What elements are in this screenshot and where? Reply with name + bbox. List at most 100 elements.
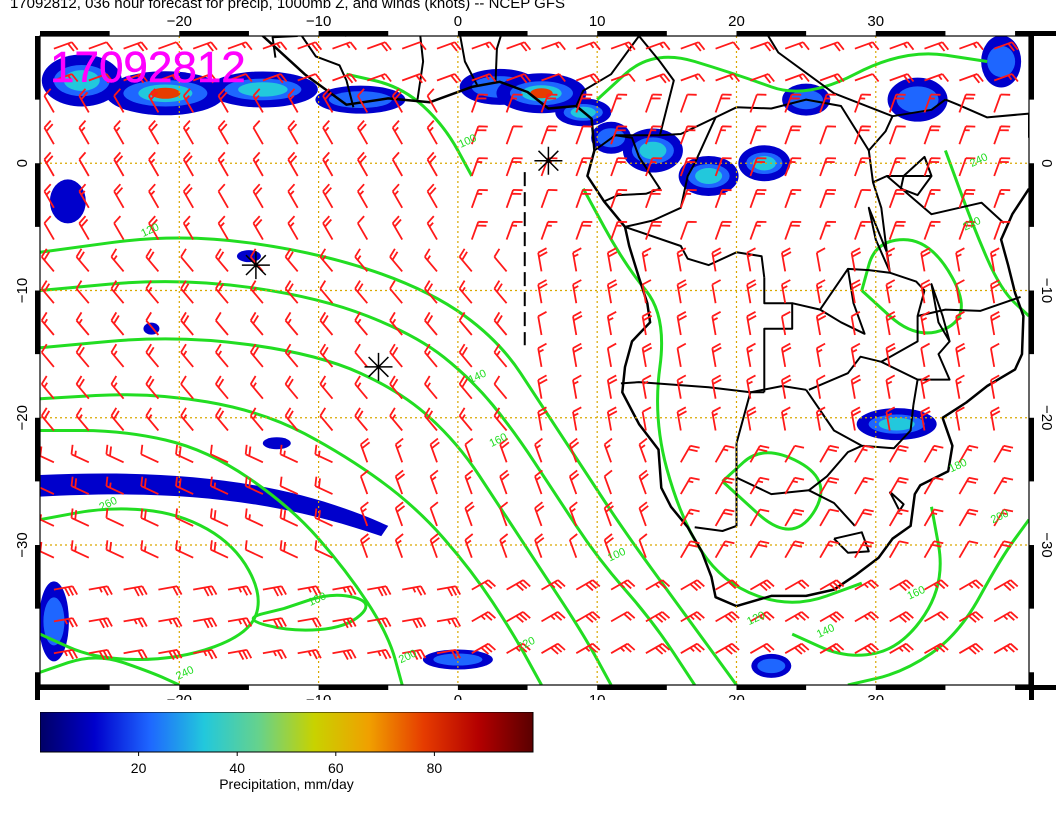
wind-barb [955,279,965,304]
frame-bar-bottom [1015,685,1056,690]
country-border [886,175,1005,224]
wind-barb [923,220,941,240]
wind-barb [676,342,687,368]
wind-barb [572,406,582,431]
wind-barb [354,248,368,272]
wind-barb [680,540,700,559]
wind-barb [784,73,810,83]
wind-barb [284,343,299,368]
wind-barb [470,93,488,113]
wind-barb [402,649,427,661]
wind-barb [540,93,558,113]
wind-barb [505,189,523,209]
wind-barb [575,93,593,113]
wind-barb [993,540,1014,559]
lake-outline [899,155,933,197]
country-border [791,267,866,335]
wind-barb [389,311,403,336]
wind-barb [506,73,532,84]
wind-barb [319,280,334,304]
frame-bar-bottom [40,685,110,690]
lon-tick-label-bottom: 0 [454,692,462,700]
wind-barb [746,342,756,368]
wind-barb [714,93,732,113]
wind-barb [537,374,548,399]
wind-barb [464,469,474,495]
country-border [847,267,926,363]
wind-barb [606,406,618,431]
lon-tick-label-top: −20 [167,13,192,30]
wind-barb [819,540,840,559]
precip-cell [987,45,1016,78]
wind-barb [784,476,805,495]
wind-barb [993,642,1019,654]
wind-barb [610,157,628,177]
date-stamp: 17092812 [50,43,246,92]
wind-barb [781,247,792,272]
wind-barb [606,311,617,336]
wind-barb [506,579,531,592]
frame-bar-right [1029,417,1034,482]
wind-barb [389,343,403,368]
country-border [867,98,946,183]
wind-barb [78,120,90,145]
wind-barb [426,183,438,209]
wind-barb [575,157,593,177]
wind-barb [75,311,90,336]
wind-barb [715,73,741,83]
wind-barbs [40,41,1019,661]
wind-barb [78,88,90,113]
wind-barb [750,41,775,52]
lat-tick-label-left: −20 [14,405,31,430]
wind-barb [75,248,90,272]
wind-barb [993,41,1019,52]
wind-barb [110,311,125,336]
wind-barb [53,649,78,660]
height-contour [40,236,738,685]
wind-barb [676,374,687,399]
wind-barb [714,508,735,527]
africa-coastline [260,36,1029,608]
coastline-and-borders [260,36,1029,608]
wind-barb [262,41,288,51]
wind-barb [537,247,548,272]
wind-barb [850,342,861,368]
wind-barb [676,311,687,336]
wind-barb [244,444,264,464]
wind-barb [850,406,862,431]
wind-barb [40,407,55,432]
lake-outline [867,206,891,273]
wind-barb [850,279,862,304]
lon-tick-label-bottom: 10 [589,692,606,700]
wind-barb [885,374,896,399]
wind-barb [215,311,229,336]
wind-barb [193,585,218,597]
frame-bar-left [35,672,40,700]
wind-barb [262,585,287,597]
wind-barb [784,220,802,240]
wind-barb [854,220,871,240]
lat-tick-label-right: −10 [1038,278,1055,303]
wind-barb [854,157,871,177]
country-border [872,175,932,253]
wind-barb [575,220,593,240]
wind-barb [175,444,194,464]
wind-barb [43,151,55,177]
wind-barb [784,508,805,527]
wind-barb [105,508,124,527]
wind-barb [749,157,767,177]
wind-barb [854,579,879,591]
wind-barb [88,73,114,84]
wind-barb [506,41,532,52]
wind-barb [993,157,1011,177]
wind-barb [889,611,914,623]
wind-barb [105,540,124,559]
wind-barb [746,279,757,304]
colorbar-tick-label: 20 [131,760,147,774]
frame-bar-top [179,31,249,36]
wind-barb [506,642,531,654]
wind-barb [610,73,636,83]
lon-tick-label-bottom: −10 [306,692,331,700]
wind-barb [499,533,509,559]
wind-barb [568,501,578,527]
